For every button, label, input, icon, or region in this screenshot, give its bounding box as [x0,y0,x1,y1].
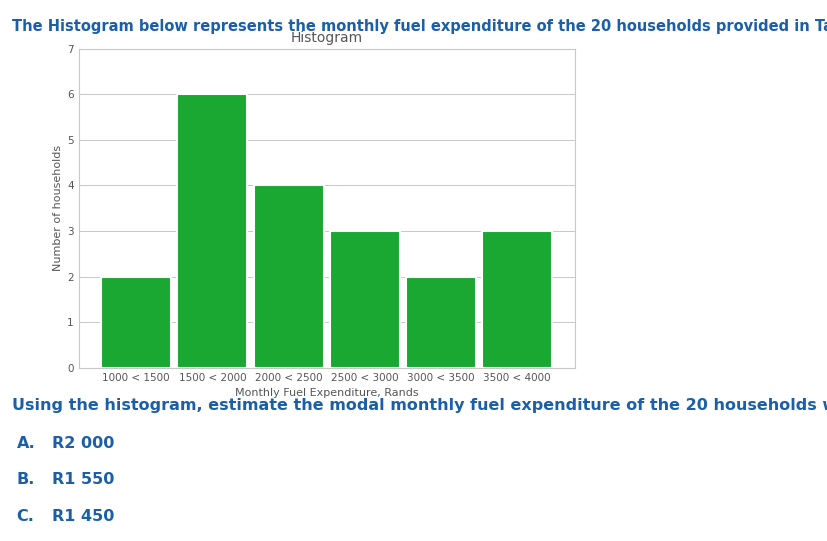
Text: R1 550: R1 550 [52,472,114,487]
X-axis label: Monthly Fuel Expenditure, Rands: Monthly Fuel Expenditure, Rands [235,388,418,398]
Text: R1 450: R1 450 [52,509,114,524]
Bar [101,276,171,368]
Text: The Histogram below represents the monthly fuel expenditure of the 20 households: The Histogram below represents the month… [12,19,827,34]
Title: Histogram: Histogram [290,31,363,45]
Bar [330,231,399,368]
Bar [406,276,476,368]
Text: B.: B. [17,472,35,487]
Text: R2 000: R2 000 [52,436,114,451]
Y-axis label: Number of households: Number of households [53,145,63,272]
Text: A.: A. [17,436,36,451]
Text: Using the histogram, estimate the modal monthly fuel expenditure of the 20 house: Using the histogram, estimate the modal … [12,398,827,413]
Text: C.: C. [17,509,35,524]
Bar [177,94,247,368]
Bar [482,231,552,368]
Bar [254,186,323,368]
